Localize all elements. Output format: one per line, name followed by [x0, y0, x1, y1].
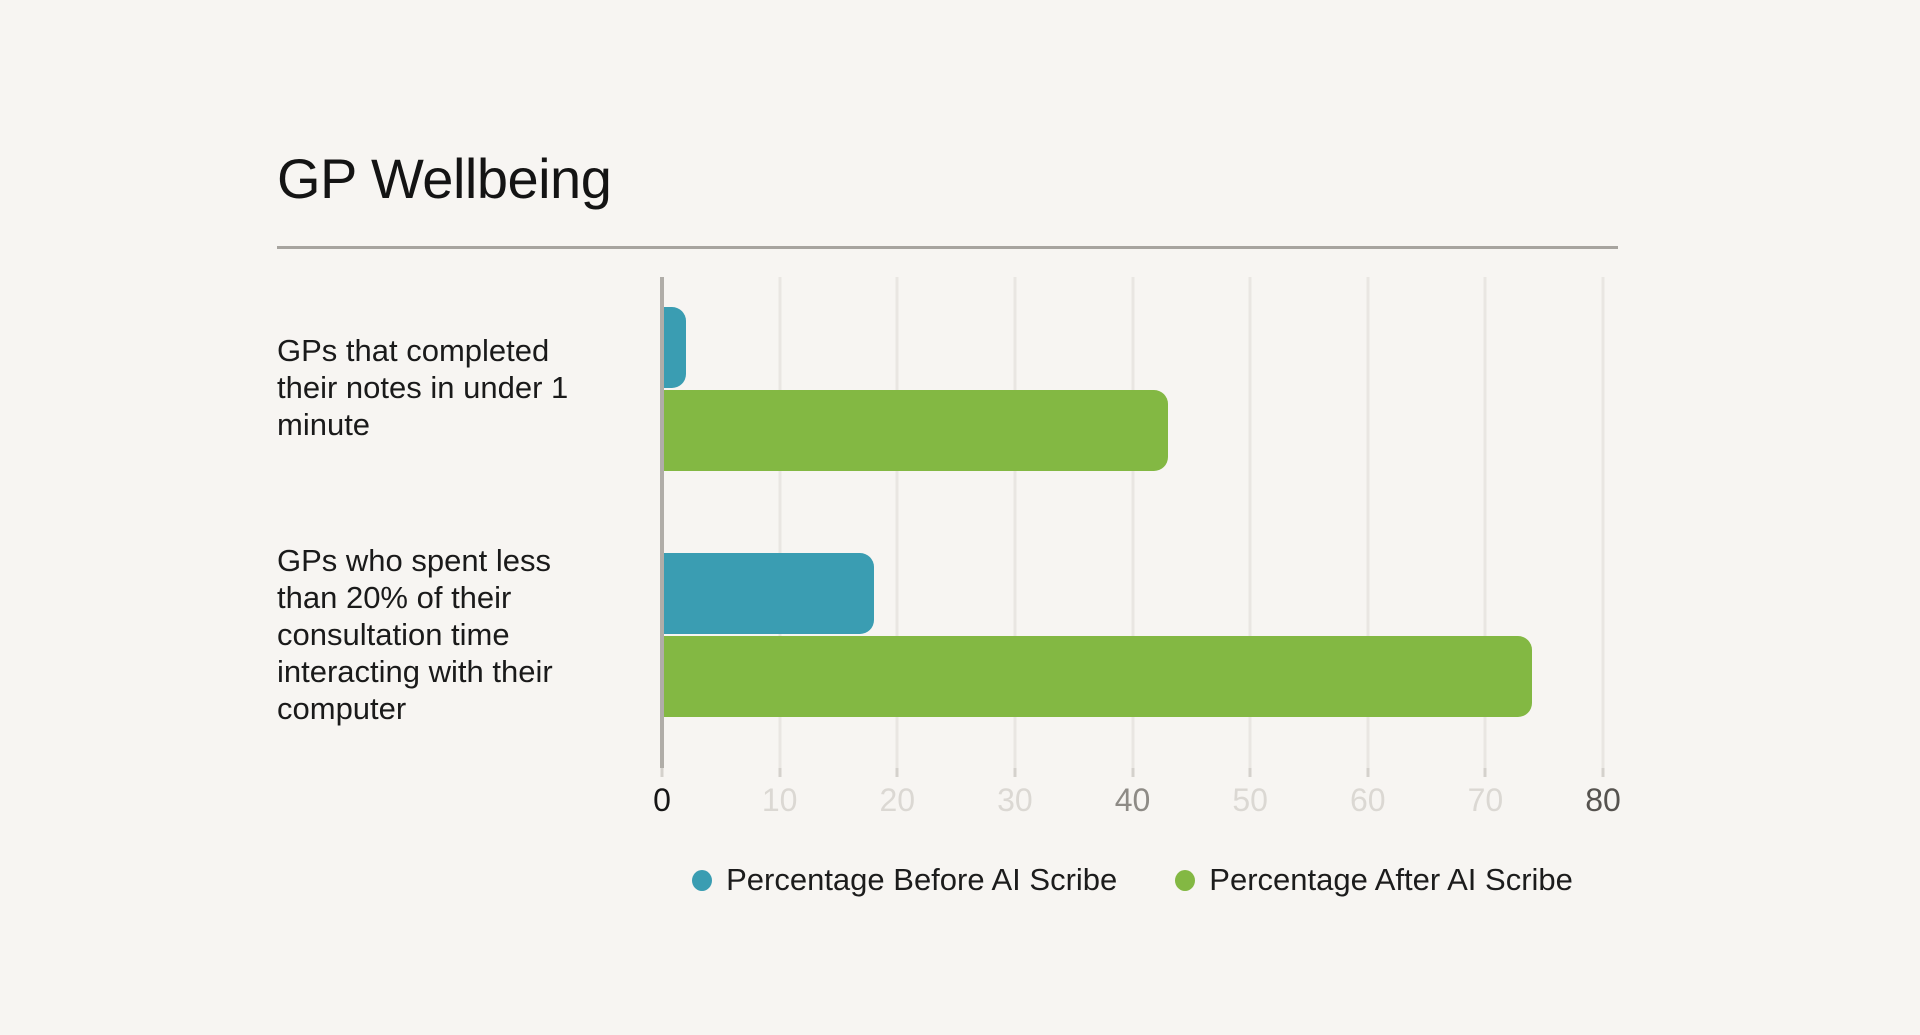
category-label-line: GPs who spent less — [277, 543, 551, 578]
gridline-10 — [778, 277, 782, 768]
gridline-50 — [1248, 277, 1252, 768]
axis-tick-20 — [895, 768, 899, 777]
category-label-line: consultation time — [277, 617, 510, 652]
axis-tick-0 — [660, 768, 664, 777]
axis-tick-30 — [1013, 768, 1017, 777]
gridline-80 — [1601, 277, 1605, 768]
x-tick-label-10: 10 — [761, 782, 798, 818]
category-label-consultation-time: GPs who spent less than 20% of their con… — [277, 542, 697, 727]
legend-item-after-ai-scribe: Percentage After AI Scribe — [1175, 862, 1573, 898]
x-axis: 0 10 20 30 40 50 60 70 80 — [653, 782, 1621, 822]
title-divider — [277, 246, 1618, 249]
legend-item-before-ai-scribe: Percentage Before AI Scribe — [692, 862, 1117, 898]
axis-tick-80 — [1601, 768, 1605, 777]
legend-label-after: Percentage After AI Scribe — [1209, 862, 1573, 897]
category-label-line: than 20% of their — [277, 580, 512, 615]
x-tick-label-60: 60 — [1349, 782, 1386, 818]
legend-swatch-after-icon — [1175, 869, 1196, 891]
plot-area — [660, 277, 1605, 777]
category-label-notes-under-1-minute: GPs that completed their notes in under … — [277, 332, 697, 443]
x-tick-label-70: 70 — [1467, 782, 1504, 818]
category-label-line: computer — [277, 691, 407, 726]
bar-before-consultation-time — [662, 553, 874, 634]
x-tick-label-0: 0 — [653, 782, 671, 818]
x-tick-label-80: 80 — [1585, 782, 1621, 818]
gridline-60 — [1366, 277, 1370, 768]
x-tick-label-40: 40 — [1114, 782, 1151, 818]
gridline-30 — [1013, 277, 1017, 768]
bar-after-consultation-time — [662, 636, 1533, 717]
axis-tick-60 — [1366, 768, 1370, 777]
category-label-line: GPs that completed — [277, 333, 550, 368]
legend-label-before: Percentage Before AI Scribe — [726, 862, 1118, 897]
bar-after-notes-under-1-minute — [662, 390, 1168, 471]
gridline-20 — [895, 277, 899, 768]
y-axis-zero-line — [660, 277, 664, 768]
axis-tick-70 — [1483, 768, 1487, 777]
bar-before-notes-under-1-minute — [662, 307, 686, 388]
axis-tick-10 — [778, 768, 782, 777]
x-tick-label-50: 50 — [1232, 782, 1268, 818]
x-tick-label-30: 30 — [997, 782, 1033, 818]
category-label-line: minute — [277, 407, 371, 442]
category-label-line: interacting with their — [277, 654, 553, 689]
gridline-70 — [1483, 277, 1487, 768]
axis-tick-50 — [1248, 768, 1252, 777]
chart-title: GP Wellbeing — [277, 147, 612, 210]
gridline-40 — [1131, 277, 1134, 768]
x-tick-label-20: 20 — [879, 782, 916, 818]
legend-swatch-before-icon — [692, 869, 713, 891]
axis-tick-40 — [1131, 768, 1134, 777]
legend: Percentage Before AI Scribe Percentage A… — [662, 858, 1603, 902]
category-label-line: their notes in under 1 — [277, 370, 569, 405]
